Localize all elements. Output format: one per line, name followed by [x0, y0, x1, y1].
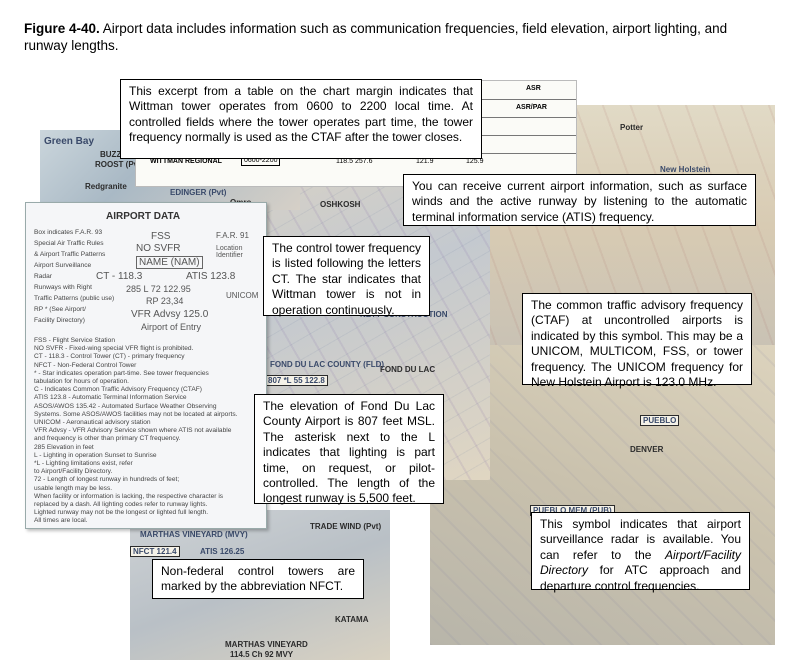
legend-line: & Airport Traffic Patterns [34, 251, 106, 258]
map-label-marthas-vineyard: MARTHAS VINEYARD (MVY) [140, 530, 248, 539]
callout-asr-suffix: for ATC approach and departure control f… [540, 563, 741, 593]
legend-line: Lighted runway may not be the longest or… [34, 509, 209, 517]
callout-atis: You can receive current airport informat… [403, 174, 756, 226]
legend-line: Radar [34, 273, 52, 280]
map-label-atis-mv: ATIS 126.25 [200, 547, 245, 556]
callout-asr-prefix: This symbol indicates that airport surve… [540, 517, 741, 562]
figure-caption: Figure 4-40. Airport data includes infor… [24, 20, 764, 54]
caption-text: Airport data includes information such a… [24, 21, 728, 53]
legend-line: 72 - Length of longest runway in hundred… [34, 476, 180, 484]
map-label-denver: DENVER [630, 445, 664, 454]
map-label-katama: KATAMA [335, 615, 369, 624]
legend-line: VFR Advsy - VFR Advisory Service shown w… [34, 427, 232, 435]
legend-line: to Airport/Facility Directory. [34, 468, 113, 476]
legend-line: NO SVFR - Fixed-wing special VFR flight … [34, 345, 194, 353]
legend-no-svfr: NO SVFR [136, 243, 181, 254]
legend-atis: ATIS 123.8 [186, 271, 236, 282]
legend-line: CT - 118.3 - Control Tower (CT) - primar… [34, 353, 185, 361]
table-header-asr: ASR [526, 85, 541, 92]
legend-line: usable length may be less. [34, 484, 113, 492]
table-approach-freq: 125.9 [466, 158, 484, 165]
airport-data-legend: AIRPORT DATA FSS F.A.R. 91 NO SVFR NAME … [25, 202, 267, 529]
legend-aoe: Airport of Entry [141, 322, 202, 332]
legend-line: Facility Directory) [34, 317, 85, 324]
map-label-oshkosh: OSHKOSH [320, 200, 361, 209]
legend-unicom: UNICOM [226, 291, 259, 300]
legend-line: and frequency is other than primary CT f… [34, 435, 181, 443]
callout-elevation: The elevation of Fond Du Lac County Airp… [254, 394, 444, 505]
table-header-asr-par: ASR/PAR [516, 104, 547, 111]
legend-ct: CT - 118.3 [96, 271, 143, 282]
legend-fss: FSS [151, 231, 171, 242]
map-label-green-bay: Green Bay [44, 136, 95, 147]
table-tower-freq: 118.5 257.6 [336, 158, 373, 165]
map-label-new-holstein: New Holstein [660, 165, 711, 174]
figure-label: Figure 4-40. [24, 21, 100, 36]
legend-line: When facility or information is lacking,… [34, 492, 224, 500]
callout-asr-directory: Airport/Facility Directory [540, 547, 741, 578]
legend-line: replaced by a dash. All lighting codes r… [34, 501, 208, 508]
map-label-trade-wind: TRADE WIND (Pvt) [310, 522, 382, 531]
callout-ctaf: The common traffic advisory frequency (C… [522, 293, 752, 389]
callout-asr: This symbol indicates that airport surve… [531, 512, 750, 593]
legend-line: 285 Elevation in feet [34, 443, 94, 451]
map-label-mv-vor-freq: 114.5 Ch 92 MVY [230, 650, 294, 659]
map-label-fond-du-lac: FOND DU LAC [380, 365, 436, 374]
legend-line: Airport Surveillance [34, 262, 92, 269]
legend-line: Traffic Patterns (public use) [34, 295, 115, 302]
callout-tower-hours: This excerpt from a table on the chart m… [120, 79, 482, 159]
legend-line: tabulation for hours of operation. [34, 378, 129, 385]
callout-nfct: Non-federal control towers are marked by… [152, 559, 364, 599]
legend-lengths: 285 L 72 122.95 [126, 284, 191, 294]
legend-line: Box indicates F.A.R. 93 [34, 229, 103, 236]
legend-line: *L - Lighting limitations exist, refer [34, 460, 133, 467]
map-label-potter: Potter [620, 123, 644, 132]
map-label-nfct-freq: NFCT 121.4 [130, 546, 180, 557]
map-label-redgranite: Redgranite [85, 182, 127, 191]
legend-vfr: VFR Advsy 125.0 [131, 309, 209, 320]
legend-line: RP * (See Airport/ [34, 306, 86, 313]
legend-line: * - Star indicates operation part-time. … [34, 369, 209, 377]
map-label-edinger: EDINGER (Pvt) [170, 188, 227, 197]
map-label-fdl-county: FOND DU LAC COUNTY (FLD) [270, 360, 385, 369]
map-label-elevation-block: 807 *L 55 122.8 [265, 375, 328, 386]
legend-line: C - Indicates Common Traffic Advisory Fr… [34, 386, 202, 394]
legend-line: ASOS/AWOS 135.42 - Automated Surface Wea… [34, 402, 217, 410]
legend-line: L - Lighting in operation Sunset to Sunr… [34, 451, 157, 459]
legend-line: All times are local. [34, 517, 88, 525]
legend-line: Systems. Some ASOS/AWOS facilities may n… [34, 410, 238, 418]
legend-line: Special Air Traffic Rules [34, 240, 104, 247]
legend-line: UNICOM - Aeronautical advisory station [34, 419, 151, 426]
legend-location: Location Identifier [216, 245, 243, 259]
legend-line: NFCT - Non-Federal Control Tower [34, 361, 137, 369]
legend-rp: RP 23,34 [146, 296, 184, 306]
legend-line: FSS - Flight Service Station [34, 337, 115, 344]
table-airport-name: WITTMAN REGIONAL [150, 158, 222, 165]
legend-title: AIRPORT DATA [106, 211, 181, 222]
map-label-roost: ROOST (Pvt) [95, 160, 144, 169]
legend-far91: F.A.R. 91 [216, 231, 249, 240]
table-ground-freq: 121.9 [416, 158, 434, 165]
map-label-pueblo: PUEBLO [640, 415, 680, 426]
legend-line: ATIS 123.8 - Automatic Terminal Informat… [34, 394, 187, 402]
map-label-marthas-vineyard-vor: MARTHAS VINEYARD [225, 640, 308, 649]
table-row: ASR [136, 81, 576, 99]
legend-line: Runways with Right [34, 284, 92, 291]
legend-name: NAME (NAM) [136, 256, 203, 269]
callout-control-tower: The control tower frequency is listed fo… [263, 236, 430, 317]
